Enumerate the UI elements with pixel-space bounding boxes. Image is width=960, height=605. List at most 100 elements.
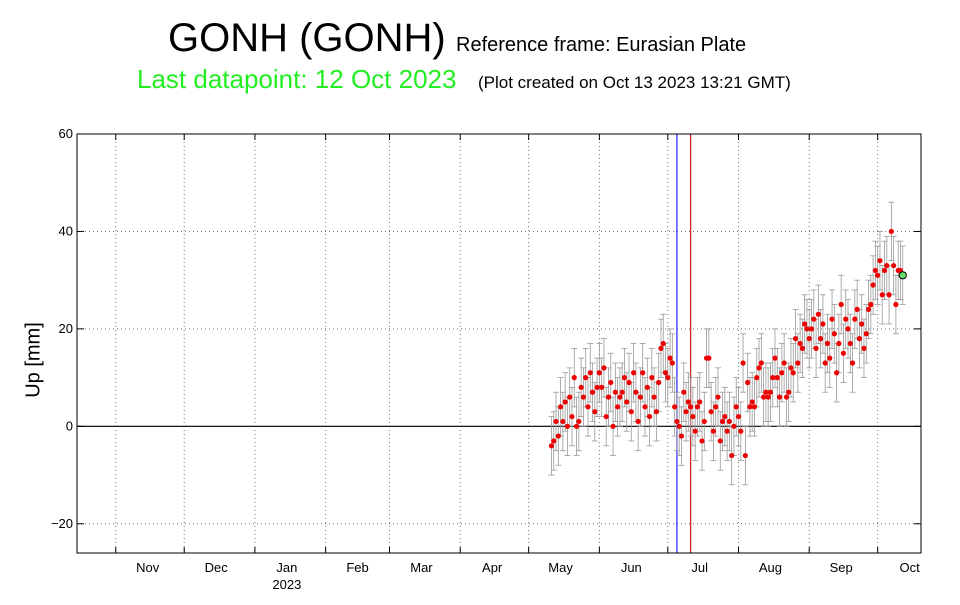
data-point <box>738 428 744 434</box>
data-point <box>726 418 732 425</box>
data-point <box>685 399 691 405</box>
data-point <box>694 404 701 410</box>
data-point <box>617 394 623 400</box>
data-point <box>576 418 582 425</box>
data-point <box>831 331 837 337</box>
data-point <box>562 399 568 405</box>
data-point <box>797 340 803 347</box>
data-point <box>678 433 685 439</box>
data-point <box>843 316 849 322</box>
last-datapoint-label: Last datapoint: 12 Oct 2023 <box>137 64 457 94</box>
data-point <box>836 340 842 347</box>
data-point <box>621 375 628 381</box>
data-point <box>722 413 728 420</box>
data-point <box>697 399 703 405</box>
data-point <box>781 360 787 366</box>
data-point <box>560 418 566 425</box>
data-point <box>557 404 564 410</box>
plot-frame <box>76 133 922 554</box>
data-point <box>708 409 714 415</box>
data-point <box>847 340 853 347</box>
data-point <box>628 409 634 415</box>
data-point <box>603 413 609 420</box>
data-point <box>717 438 723 444</box>
data-point <box>747 404 753 410</box>
data-point <box>834 370 840 376</box>
data-point <box>792 336 799 342</box>
data-point <box>733 404 739 410</box>
data-point <box>863 331 869 337</box>
data-point <box>820 321 826 327</box>
data-point <box>818 336 824 342</box>
y-tick-label: 40 <box>59 223 73 238</box>
data-point <box>644 384 650 390</box>
data-point <box>802 321 808 327</box>
x-tick-label: Sep <box>830 560 853 575</box>
data-point <box>861 345 867 351</box>
axes: Nov Dec Jan Feb Mar Apr May Jun Jul Aug Sep Oct 2023… <box>51 126 922 592</box>
data-point <box>893 301 899 308</box>
data-point <box>571 375 577 381</box>
data-point <box>589 389 596 395</box>
y-tick-label: 0 <box>66 418 73 433</box>
data-point <box>870 282 876 288</box>
data-point <box>646 413 653 420</box>
data-point <box>811 316 817 322</box>
data-point <box>674 418 680 425</box>
y-tick-label: 60 <box>59 126 73 141</box>
data-point <box>594 384 600 390</box>
data-point <box>763 389 769 395</box>
data-point <box>881 267 888 274</box>
data-point <box>740 360 746 366</box>
data-point <box>553 418 559 425</box>
data-point <box>676 423 682 429</box>
reference-frame-label: Reference frame: Eurasian Plate <box>456 34 747 56</box>
data-point <box>596 370 602 376</box>
data-point <box>865 306 872 312</box>
data-point <box>815 311 821 317</box>
data-point <box>758 360 764 366</box>
data-point <box>567 394 573 400</box>
data-point <box>637 394 644 400</box>
data-point <box>767 389 774 395</box>
data-point <box>788 365 794 371</box>
data-point <box>849 360 856 366</box>
data-point <box>859 321 865 327</box>
data-point <box>672 404 678 410</box>
data-point <box>827 355 833 361</box>
data-point <box>653 409 659 415</box>
data-point <box>660 340 666 347</box>
data-point <box>633 389 639 395</box>
station-title: GONH (GONH) <box>168 16 446 60</box>
data-point <box>765 394 771 400</box>
data-point <box>599 384 605 390</box>
data-point <box>745 379 751 386</box>
data-point <box>790 370 796 376</box>
data-point <box>658 345 664 351</box>
data-point <box>688 404 694 410</box>
data-point <box>608 379 614 386</box>
data-point <box>891 262 897 269</box>
data-points <box>548 228 907 459</box>
x-tick-label: Dec <box>205 560 229 575</box>
data-point <box>813 345 819 351</box>
data-point <box>729 452 735 459</box>
data-point <box>710 428 717 434</box>
x-tick-label: Jul <box>691 560 708 575</box>
data-point <box>630 370 637 376</box>
data-point <box>701 418 707 425</box>
data-point <box>662 370 669 376</box>
data-point <box>786 389 792 395</box>
data-point <box>656 379 662 386</box>
data-point <box>774 375 780 381</box>
data-point <box>681 389 687 395</box>
data-point <box>756 365 762 371</box>
data-point <box>569 413 575 420</box>
data-point <box>845 326 851 332</box>
data-point <box>619 389 625 395</box>
data-point <box>868 301 874 308</box>
data-point <box>642 404 648 410</box>
data-point <box>840 350 847 356</box>
data-point <box>731 423 737 429</box>
